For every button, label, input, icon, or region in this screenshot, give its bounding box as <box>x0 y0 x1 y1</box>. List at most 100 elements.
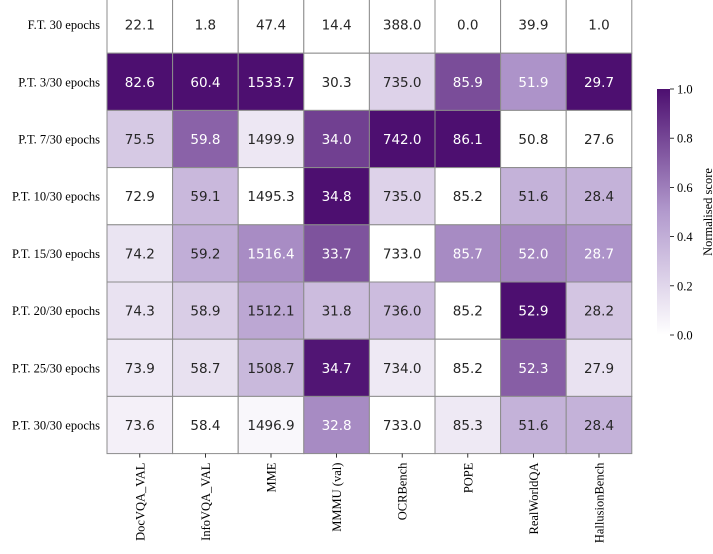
cell-fill <box>106 395 174 455</box>
heatmap-cell: 58.9 <box>172 281 239 340</box>
colorbar: 0.0 0.2 0.4 0.6 0.8 1.0 Normalised score <box>657 83 713 343</box>
heatmap-cell: 1.8 <box>172 0 239 54</box>
cell-value-label: 52.3 <box>518 361 548 377</box>
cell-fill <box>434 52 502 111</box>
cell-value-label: 28.4 <box>584 418 614 434</box>
cell-value-label: 29.7 <box>584 75 614 91</box>
cell-value-label: 86.1 <box>453 132 483 148</box>
cell-value-label: 58.4 <box>190 418 220 434</box>
cell-value-label: 735.0 <box>383 189 422 205</box>
heatmap-cell: 28.7 <box>565 224 633 283</box>
cell-fill <box>565 224 633 283</box>
cell-fill <box>565 52 633 111</box>
heatmap-cell: 29.7 <box>565 52 633 111</box>
cell-value-label: 73.6 <box>125 418 155 434</box>
heatmap-cell: 51.6 <box>500 167 567 226</box>
row-label: P.T. 7/30 epochs <box>18 133 100 147</box>
cell-fill <box>434 0 502 54</box>
cell-value-label: 59.8 <box>190 132 220 148</box>
cell-value-label: 31.8 <box>322 304 352 320</box>
heatmap-cell: 1495.3 <box>237 167 305 226</box>
heatmap-cell: 27.6 <box>565 109 633 169</box>
heatmap-cell: 28.4 <box>565 395 633 455</box>
heatmap-cell: 52.9 <box>500 281 567 340</box>
cell-value-label: 75.5 <box>125 132 155 148</box>
cell-fill <box>303 338 370 397</box>
heatmap-cell: 34.8 <box>303 167 370 226</box>
heatmap-cell: 733.0 <box>368 224 436 283</box>
cell-fill <box>303 52 370 111</box>
heatmap-cell: 735.0 <box>368 167 436 226</box>
cell-value-label: 388.0 <box>383 18 422 34</box>
colorbar-tick-label: 0.2 <box>677 279 693 293</box>
cell-value-label: 14.4 <box>322 18 352 34</box>
cell-value-label: 82.6 <box>125 75 155 91</box>
heatmap-cell: 39.9 <box>500 0 567 54</box>
heatmap-cell: 736.0 <box>368 281 436 340</box>
row-label: P.T. 30/30 epochs <box>12 419 100 433</box>
cell-fill <box>434 338 502 397</box>
heatmap-cell: 50.8 <box>500 109 567 169</box>
cell-fill <box>106 224 174 283</box>
heatmap-cell: 742.0 <box>368 109 436 169</box>
cell-fill <box>500 0 567 54</box>
cell-value-label: 59.2 <box>190 246 220 262</box>
column-label: HallusionBench <box>593 462 607 543</box>
cell-value-label: 735.0 <box>383 75 422 91</box>
column-label: InfoVQA_VAL <box>199 463 213 541</box>
cell-value-label: 72.9 <box>125 189 155 205</box>
cell-fill <box>303 281 370 340</box>
column-label: POPE <box>461 462 475 493</box>
heatmap-cell: 52.3 <box>500 338 567 397</box>
heatmap-cell: 60.4 <box>172 52 239 111</box>
cell-fill <box>303 109 370 169</box>
cell-fill <box>434 167 502 226</box>
heatmap-cell: 31.8 <box>303 281 370 340</box>
heatmap-cell: 34.7 <box>303 338 370 397</box>
heatmap-cell: 14.4 <box>303 0 370 54</box>
cell-value-label: 733.0 <box>383 246 422 262</box>
cell-value-label: 34.7 <box>322 361 352 377</box>
cell-value-label: 0.0 <box>457 18 478 34</box>
column-labels: DocVQA_VAL InfoVQA_VAL MME MMMU (val) OCRBen… <box>133 453 607 543</box>
cell-value-label: 32.8 <box>322 418 352 434</box>
heatmap-cell: 85.9 <box>434 52 502 111</box>
cell-value-label: 30.3 <box>322 75 352 91</box>
heatmap-cell: 58.7 <box>172 338 239 397</box>
cell-value-label: 27.6 <box>584 132 614 148</box>
heatmap-cell: 733.0 <box>368 395 436 455</box>
cell-value-label: 74.2 <box>125 246 155 262</box>
cell-fill <box>368 224 436 283</box>
heatmap-cell: 22.1 <box>106 0 174 54</box>
cell-fill <box>106 338 174 397</box>
cell-value-label: 51.9 <box>518 75 548 91</box>
row-label: P.T. 25/30 epochs <box>12 361 100 375</box>
heatmap-cell: 1496.9 <box>237 395 305 455</box>
cell-fill <box>368 0 436 54</box>
heatmap-cell: 59.8 <box>172 109 239 169</box>
heatmap-cell: 85.3 <box>434 395 502 455</box>
heatmap-cell: 1516.4 <box>237 224 305 283</box>
cell-value-label: 1533.7 <box>247 75 294 91</box>
colorbar-label: Normalised score <box>701 168 713 256</box>
cell-value-label: 1508.7 <box>247 361 294 377</box>
cell-fill <box>106 52 174 111</box>
colorbar-tick-label: 0.8 <box>677 132 693 146</box>
cell-fill <box>434 224 502 283</box>
heatmap-cell: 34.0 <box>303 109 370 169</box>
cell-fill <box>172 0 239 54</box>
cell-value-label: 58.9 <box>190 304 220 320</box>
cell-fill <box>172 281 239 340</box>
heatmap-cell: 73.6 <box>106 395 174 455</box>
heatmap-cell: 1.0 <box>565 0 633 54</box>
cell-value-label: 58.7 <box>190 361 220 377</box>
colorbar-gradient <box>657 89 670 335</box>
heatmap-cell: 85.2 <box>434 338 502 397</box>
cell-value-label: 52.9 <box>518 304 548 320</box>
colorbar-tick-label: 1.0 <box>677 83 693 97</box>
cell-fill <box>237 338 305 397</box>
heatmap-cell: 51.9 <box>500 52 567 111</box>
cell-fill <box>500 281 567 340</box>
row-label: P.T. 15/30 epochs <box>12 247 100 261</box>
row-label: F.T. 30 epochs <box>28 18 101 32</box>
